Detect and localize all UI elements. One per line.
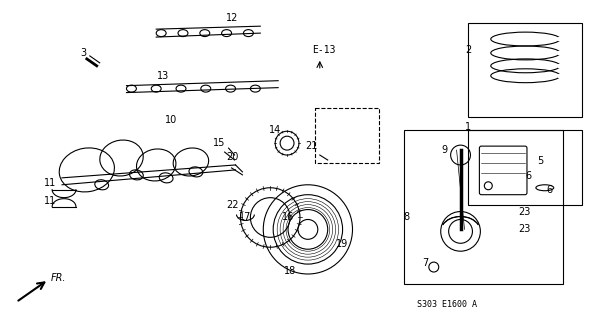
- Text: 3: 3: [81, 48, 87, 58]
- Text: 7: 7: [422, 258, 428, 268]
- Bar: [404, 130, 563, 284]
- Text: 15: 15: [212, 138, 225, 148]
- Text: 6: 6: [525, 171, 531, 181]
- Text: 18: 18: [284, 266, 296, 276]
- Text: 6: 6: [547, 185, 553, 195]
- Bar: [468, 130, 582, 204]
- Text: 8: 8: [403, 212, 409, 221]
- Text: 5: 5: [537, 156, 543, 166]
- Text: 16: 16: [282, 212, 294, 221]
- Text: E-13: E-13: [312, 45, 335, 55]
- Text: FR.: FR.: [51, 274, 66, 284]
- Bar: [315, 108, 379, 163]
- Text: 20: 20: [227, 152, 239, 162]
- Text: 14: 14: [269, 125, 281, 135]
- Text: 12: 12: [227, 13, 239, 23]
- Text: 2: 2: [466, 45, 471, 55]
- Text: 9: 9: [442, 145, 448, 155]
- Bar: [468, 23, 582, 117]
- Text: 10: 10: [165, 115, 177, 125]
- Text: 13: 13: [157, 71, 169, 81]
- Text: 23: 23: [518, 224, 530, 234]
- Text: 11: 11: [44, 196, 56, 206]
- Text: 19: 19: [336, 239, 348, 249]
- Text: 23: 23: [518, 206, 530, 217]
- Text: 1: 1: [466, 122, 471, 132]
- Text: S303 E1600 A: S303 E1600 A: [417, 300, 477, 309]
- Text: 22: 22: [227, 200, 239, 210]
- Text: 21: 21: [306, 141, 318, 151]
- Text: 17: 17: [240, 212, 251, 222]
- Text: 11: 11: [44, 178, 56, 188]
